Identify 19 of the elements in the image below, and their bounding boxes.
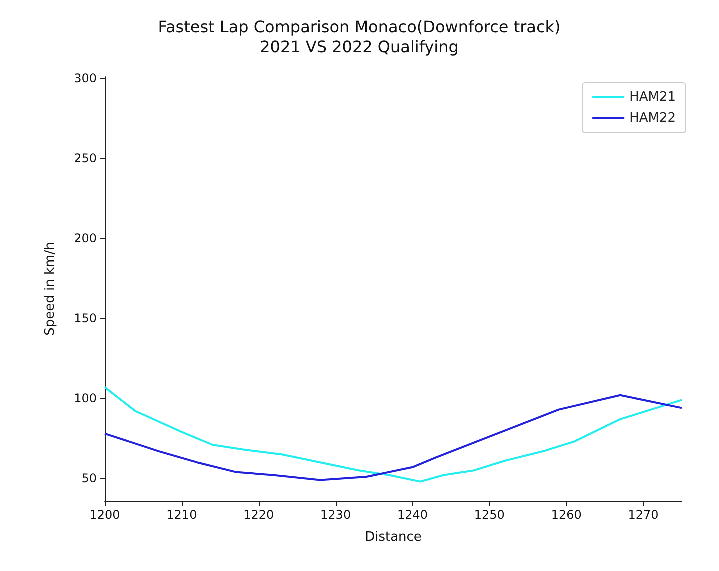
legend-label: HAM21 bbox=[630, 90, 676, 105]
x-tick-label: 1200 bbox=[90, 508, 120, 522]
y-tick-label: 50 bbox=[82, 472, 97, 486]
x-tick-label: 1240 bbox=[397, 508, 428, 522]
x-axis-title: Distance bbox=[365, 530, 422, 545]
y-tick-label: 100 bbox=[74, 392, 97, 406]
y-tick-label: 200 bbox=[74, 232, 97, 246]
x-tick-label: 1220 bbox=[244, 508, 274, 522]
x-tick-label: 1230 bbox=[320, 508, 352, 522]
chart-title: Fastest Lap Comparison Monaco(Downforce track) 2021 VS 2022 Qualifying bbox=[158, 18, 561, 56]
x-tick-label: 1260 bbox=[551, 508, 582, 522]
y-axis-title: Speed in km/h bbox=[43, 242, 58, 336]
y-tick-label: 300 bbox=[74, 72, 97, 86]
x-tick-label: 1210 bbox=[166, 508, 198, 522]
x-tick-label: 1270 bbox=[628, 508, 659, 522]
x-tick-label: 1250 bbox=[474, 508, 505, 522]
y-tick-label: 250 bbox=[74, 152, 97, 166]
legend-label: HAM22 bbox=[630, 111, 676, 126]
y-tick-label: 150 bbox=[74, 312, 97, 326]
